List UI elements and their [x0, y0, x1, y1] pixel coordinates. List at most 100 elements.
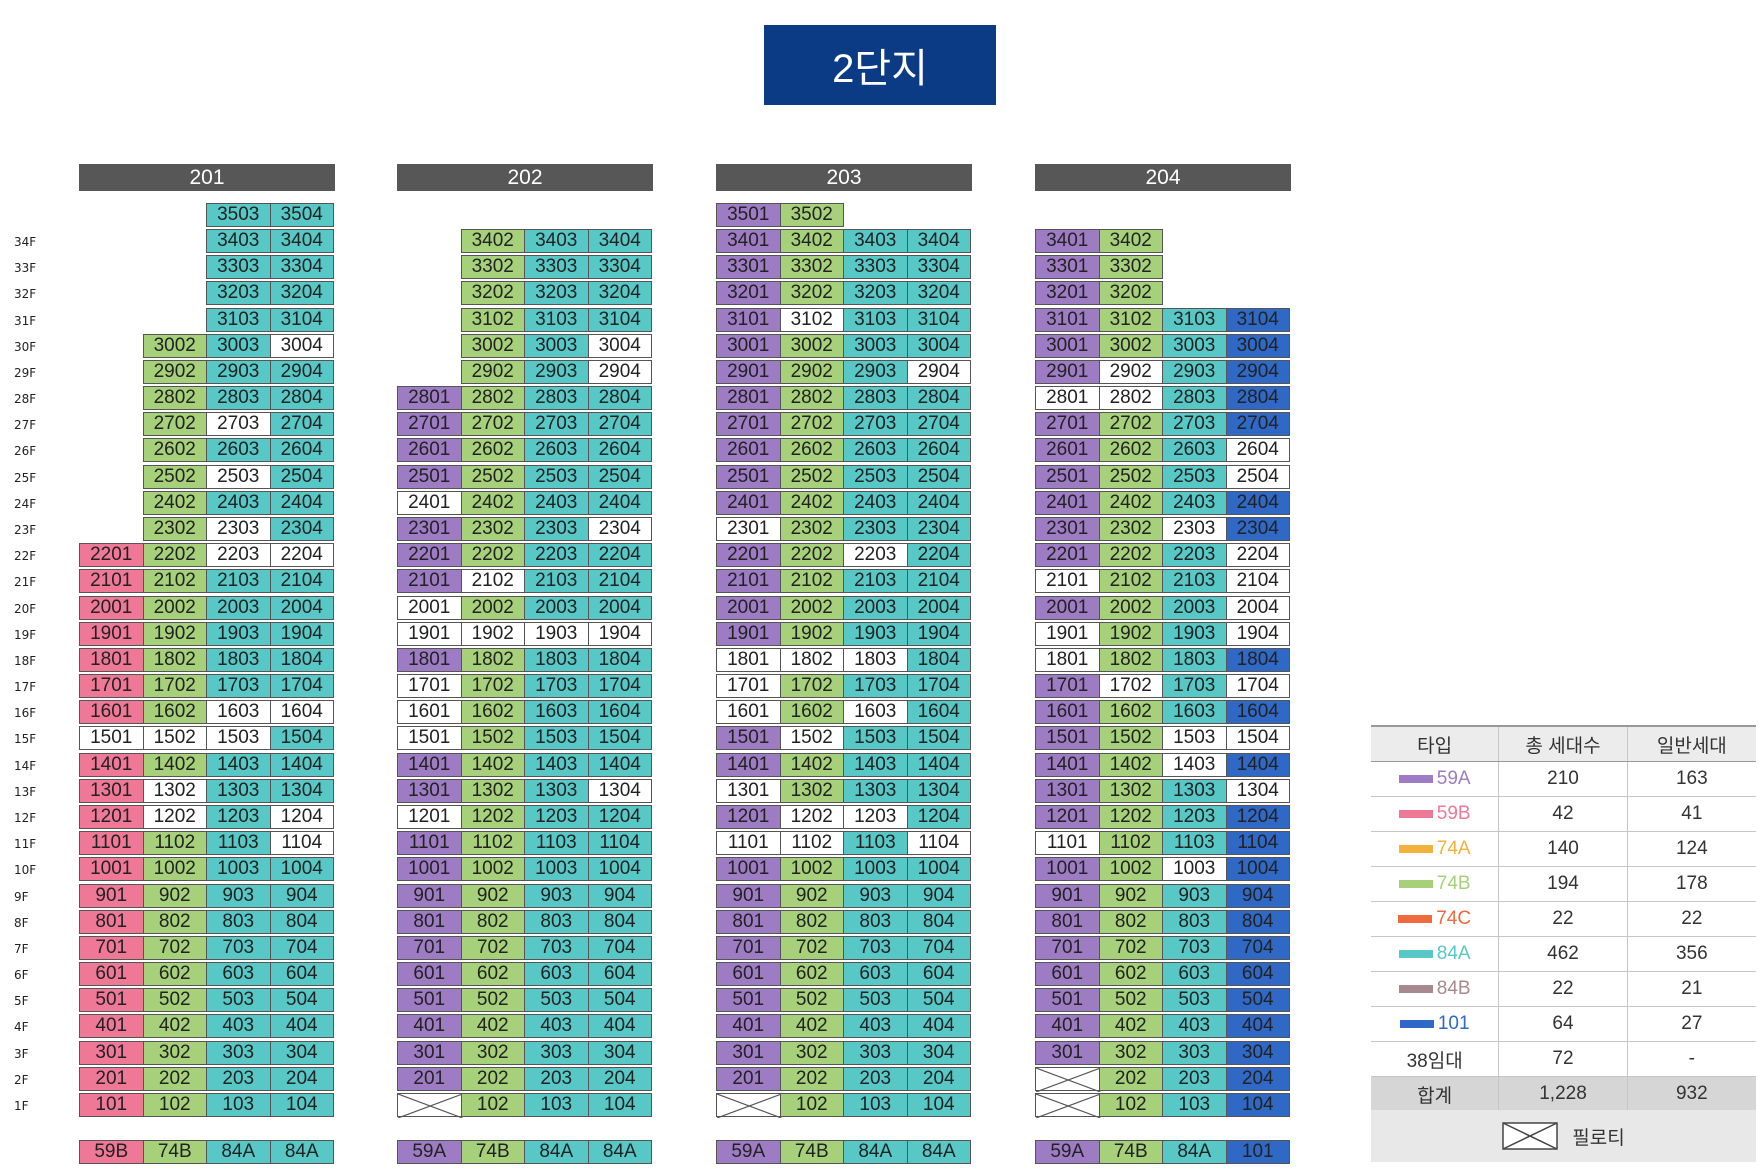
unit-cell: 2302	[779, 516, 844, 541]
unit-cell: 3204	[587, 281, 652, 306]
legend-type-label: 74B	[1436, 873, 1471, 894]
unit-cell: 2702	[1098, 412, 1163, 437]
unit-cell: 3402	[1098, 229, 1163, 253]
unit-cell: 1403	[843, 752, 908, 777]
unit-cell: 1702	[460, 674, 525, 699]
unit-cell: 1203	[206, 804, 271, 829]
unit-cell: 601	[716, 962, 781, 987]
unit-cell: 404	[906, 1014, 971, 1039]
unit-cell: 1904	[269, 621, 334, 646]
unit-cell: 901	[79, 883, 144, 908]
unit-cell: 1403	[524, 752, 589, 777]
unit-cell: 1101	[397, 831, 462, 856]
unit-cell: 702	[460, 935, 525, 960]
unit-cell: 104	[269, 1092, 334, 1117]
unit-cell: 1304	[269, 778, 334, 803]
floor-label: 28F	[14, 392, 37, 407]
unit-cell: 504	[587, 988, 652, 1013]
unit-cell: 2902	[1098, 359, 1163, 384]
unit-cell: 2502	[142, 464, 207, 489]
unit-cell: 1803	[1162, 647, 1227, 672]
unit-cell: 2603	[206, 438, 271, 463]
unit-cell: 1602	[779, 700, 844, 725]
unit-cell: 1203	[524, 804, 589, 829]
unit-cell: 1203	[1162, 804, 1227, 829]
unit-cell: 103	[524, 1092, 589, 1117]
unit-cell: 2003	[206, 595, 271, 620]
legend-total-count: 1,228	[1498, 1077, 1626, 1111]
floor-label: 13F	[14, 784, 37, 799]
unit-cell: 903	[843, 883, 908, 908]
unit-cell: 1103	[843, 831, 908, 856]
floor-label: 10F	[14, 863, 37, 878]
unit-cell: 1803	[524, 647, 589, 672]
unit-cell: 1402	[142, 752, 207, 777]
unit-cell: 1102	[460, 831, 525, 856]
unit-cell: 2604	[587, 438, 652, 463]
unit-cell: 602	[779, 962, 844, 987]
unit-cell: 2701	[1035, 412, 1100, 437]
unit-cell: 1604	[1225, 700, 1290, 725]
building-type-cell: 59A	[716, 1140, 781, 1164]
unit-cell: 501	[716, 988, 781, 1013]
unit-cell: 3401	[1035, 229, 1100, 253]
unit-cell: 1904	[587, 621, 652, 646]
unit-cell: 3003	[524, 333, 589, 358]
legend-type: 84A	[1371, 943, 1498, 965]
unit-cell: 2801	[397, 386, 462, 411]
unit-cell: 1104	[906, 831, 971, 856]
legend-type-label: 101	[1437, 1013, 1470, 1034]
unit-cell: 1404	[269, 752, 334, 777]
building-type-cell: 74B	[142, 1140, 207, 1164]
building-type-cell: 74B	[460, 1140, 525, 1164]
building-type-cell: 84A	[206, 1140, 271, 1164]
unit-cell: 2704	[906, 412, 971, 437]
floor-label: 15F	[14, 732, 37, 747]
type-legend-table: 타입 총 세대수 일반세대 59A 210 163 59B 42 41 74A 140 124 7…	[1371, 725, 1756, 1113]
unit-cell: 304	[269, 1040, 334, 1065]
unit-cell: 1304	[906, 778, 971, 803]
unit-cell: 903	[524, 883, 589, 908]
unit-cell: 202	[1098, 1066, 1163, 1091]
unit-cell: 1801	[1035, 647, 1100, 672]
unit-cell: 503	[206, 988, 271, 1013]
legend-total-row: 합계 1,228 932	[1371, 1077, 1756, 1113]
building-type-cell: 84A	[269, 1140, 334, 1164]
unit-cell: 1401	[1035, 752, 1100, 777]
unit-cell: 2903	[843, 359, 908, 384]
unit-cell: 303	[524, 1040, 589, 1065]
unit-cell: 2903	[1162, 359, 1227, 384]
unit-cell: 3201	[1035, 281, 1100, 306]
unit-cell: 1104	[1225, 831, 1290, 856]
unit-cell: 1704	[587, 674, 652, 699]
legend-type-label: 38임대	[1406, 1050, 1463, 1072]
unit-cell: 303	[843, 1040, 908, 1065]
unit-cell: 2202	[142, 543, 207, 568]
unit-cell: 2303	[843, 516, 908, 541]
unit-cell: 2403	[843, 490, 908, 515]
unit-cell: 403	[206, 1014, 271, 1039]
building-type-cell: 59A	[397, 1140, 462, 1164]
unit-cell: 2402	[779, 490, 844, 515]
unit-cell: 703	[843, 935, 908, 960]
unit-cell: 1004	[906, 857, 971, 882]
floor-label: 18F	[14, 653, 37, 668]
unit-cell: 104	[587, 1092, 652, 1117]
unit-cell: 2004	[906, 595, 971, 620]
unit-cell: 401	[1035, 1014, 1100, 1039]
unit-cell: 1604	[269, 700, 334, 725]
unit-cell: 3302	[779, 255, 844, 280]
unit-cell: 2502	[1098, 464, 1163, 489]
legend-swatch	[1398, 775, 1433, 783]
unit-cell: 2503	[206, 464, 271, 489]
unit-cell: 101	[79, 1092, 144, 1117]
unit-cell: 2201	[716, 543, 781, 568]
unit-cell: 3001	[1035, 333, 1100, 358]
unit-cell: 801	[716, 909, 781, 934]
unit-cell: 1703	[524, 674, 589, 699]
unit-cell: 1204	[906, 804, 971, 829]
piloti-cell	[716, 1092, 782, 1118]
unit-cell: 3102	[460, 307, 525, 332]
unit-cell: 1603	[524, 700, 589, 725]
unit-cell: 2603	[843, 438, 908, 463]
